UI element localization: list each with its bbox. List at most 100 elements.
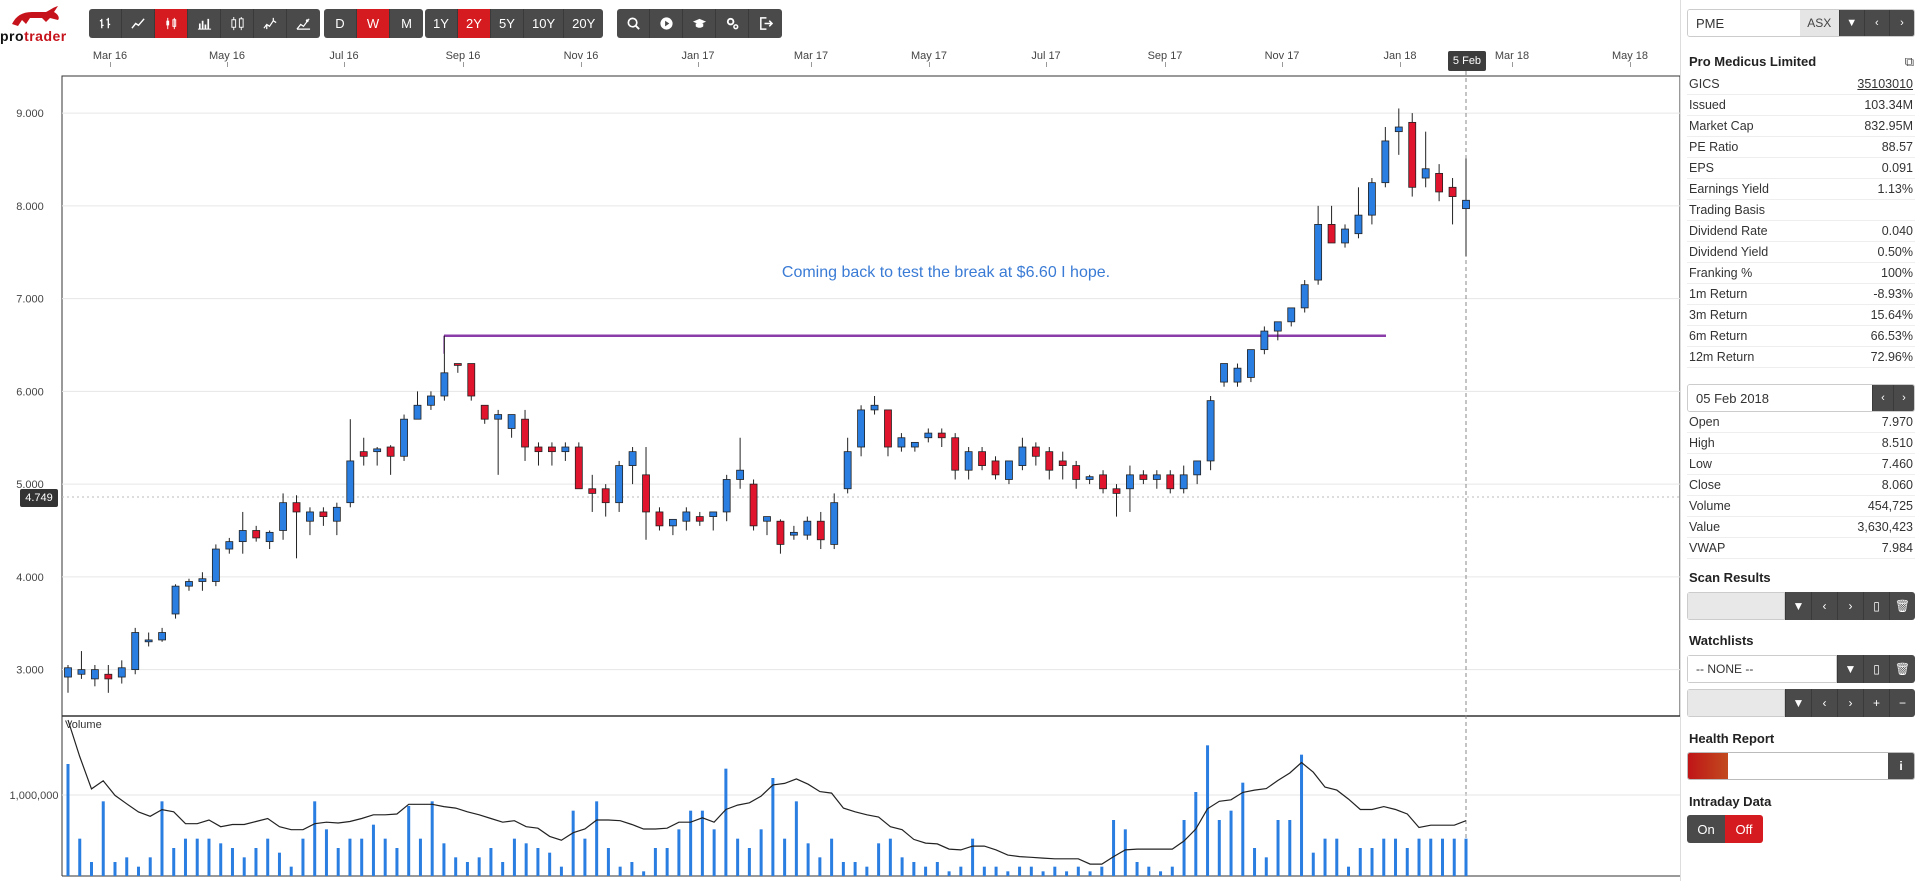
candle[interactable]: [655, 507, 664, 531]
candle[interactable]: [601, 484, 610, 517]
price-chart[interactable]: Volume 1,000,000 9.000 8.000 7.000 6.000 5.00…: [0, 0, 1680, 881]
candle[interactable]: [306, 507, 314, 536]
candle[interactable]: [803, 516, 812, 540]
play-icon[interactable]: [650, 9, 683, 38]
candle[interactable]: [158, 627, 166, 642]
candle[interactable]: [467, 363, 476, 401]
line-chart-icon[interactable]: [122, 9, 155, 38]
candle[interactable]: [642, 447, 650, 540]
candle[interactable]: [1058, 451, 1067, 480]
candle[interactable]: [225, 537, 234, 554]
candle[interactable]: [211, 544, 220, 587]
candle[interactable]: [924, 428, 933, 443]
candle[interactable]: [1287, 307, 1296, 327]
ohlc-icon[interactable]: [89, 9, 122, 38]
candle[interactable]: [185, 578, 193, 591]
candle[interactable]: [1139, 470, 1148, 485]
candle[interactable]: [1327, 205, 1336, 244]
candle[interactable]: [574, 442, 583, 490]
graduation-cap-icon[interactable]: [683, 9, 716, 38]
candle[interactable]: [910, 441, 919, 452]
logout-icon[interactable]: [749, 9, 782, 38]
candle[interactable]: [1206, 396, 1215, 471]
external-link-icon[interactable]: ⧉: [1904, 54, 1914, 69]
candle[interactable]: [695, 511, 704, 526]
candle[interactable]: [830, 493, 839, 550]
candle[interactable]: [77, 651, 86, 679]
candle[interactable]: [171, 584, 180, 619]
candle[interactable]: [978, 447, 986, 471]
candle[interactable]: [427, 391, 435, 410]
candle[interactable]: [1031, 442, 1040, 466]
heikin-ashi-icon[interactable]: [221, 9, 254, 38]
range-5y-button[interactable]: 5Y: [491, 9, 524, 38]
intraday-off-button[interactable]: Off: [1725, 815, 1763, 843]
candle[interactable]: [279, 493, 287, 540]
candle[interactable]: [937, 428, 946, 448]
symbol-input[interactable]: [1688, 10, 1800, 36]
candle[interactable]: [682, 507, 691, 531]
candle[interactable]: [857, 405, 865, 457]
candle[interactable]: [1368, 178, 1376, 225]
period-daily-button[interactable]: D: [324, 9, 357, 38]
candle[interactable]: [90, 664, 99, 687]
candle[interactable]: [1045, 447, 1054, 480]
candle[interactable]: [1300, 280, 1309, 313]
watchlist-file-button[interactable]: ▯: [1863, 655, 1889, 683]
candle[interactable]: [198, 572, 207, 591]
candle[interactable]: [131, 627, 140, 675]
range-2y-button[interactable]: 2Y: [458, 9, 491, 38]
candle[interactable]: [1247, 349, 1255, 383]
scan-next-button[interactable]: ›: [1837, 592, 1863, 620]
candle[interactable]: [615, 460, 624, 512]
candlestick-icon[interactable]: [155, 9, 188, 38]
candle[interactable]: [1394, 108, 1403, 155]
candle[interactable]: [1314, 205, 1323, 285]
scan-delete-button[interactable]: 🗑: [1889, 592, 1915, 620]
candle[interactable]: [722, 474, 731, 522]
candle[interactable]: [373, 447, 382, 466]
prev-date-button[interactable]: ‹: [1872, 385, 1893, 411]
watchlist-select[interactable]: -- NONE --: [1687, 655, 1837, 683]
candle[interactable]: [359, 437, 368, 466]
candle[interactable]: [1233, 363, 1242, 387]
candle[interactable]: [440, 335, 449, 401]
candle[interactable]: [346, 419, 355, 508]
settings-icon[interactable]: [716, 9, 749, 38]
candle[interactable]: [507, 414, 516, 438]
candle[interactable]: [64, 664, 72, 693]
candle[interactable]: [386, 445, 395, 475]
candle[interactable]: [588, 474, 597, 512]
candle[interactable]: [117, 660, 126, 684]
volume-bars-icon[interactable]: [188, 9, 221, 38]
candle[interactable]: [104, 664, 113, 693]
candle[interactable]: [1112, 484, 1121, 517]
candle[interactable]: [494, 409, 503, 475]
watchlist-next-button[interactable]: ›: [1837, 689, 1863, 717]
protrader-logo[interactable]: protrader: [0, 4, 66, 44]
candle[interactable]: [548, 442, 556, 466]
candle[interactable]: [561, 442, 570, 461]
symbol-dropdown-button[interactable]: ▼: [1838, 10, 1864, 36]
candle[interactable]: [897, 433, 906, 452]
candle[interactable]: [964, 447, 973, 480]
quote-date-input[interactable]: [1688, 385, 1872, 411]
candle[interactable]: [1354, 187, 1363, 239]
watchlist-items-dropdown[interactable]: ▼: [1785, 689, 1811, 717]
watchlist-dropdown-button[interactable]: ▼: [1837, 655, 1863, 683]
candle[interactable]: [951, 433, 960, 480]
candle[interactable]: [1273, 321, 1282, 341]
candle[interactable]: [413, 391, 422, 420]
candle[interactable]: [1260, 326, 1269, 355]
watchlist-prev-button[interactable]: ‹: [1811, 689, 1837, 717]
candle[interactable]: [1421, 131, 1430, 188]
scan-results-select[interactable]: [1687, 592, 1785, 620]
candle[interactable]: [521, 409, 529, 461]
chart-annotation[interactable]: Coming back to test the break at $6.60 I…: [782, 264, 1110, 281]
prev-symbol-button[interactable]: ‹: [1863, 10, 1889, 36]
candle[interactable]: [1220, 363, 1228, 387]
candle[interactable]: [776, 519, 785, 554]
candle[interactable]: [1099, 470, 1107, 494]
candle[interactable]: [144, 632, 153, 647]
candle[interactable]: [252, 525, 261, 542]
